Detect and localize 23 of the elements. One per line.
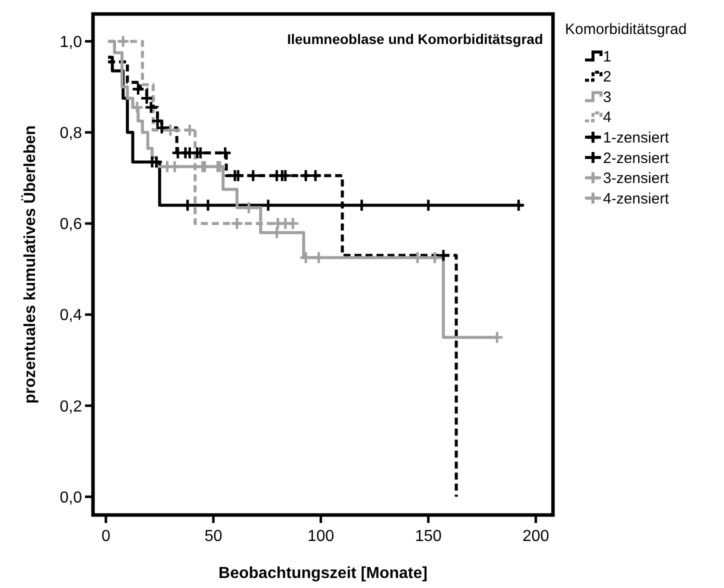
y-tick-label: 0,0 xyxy=(60,489,82,506)
x-tick-label: 100 xyxy=(308,528,334,545)
legend-label: 2 xyxy=(603,68,612,86)
legend-label: 1-zensiert xyxy=(603,129,670,146)
legend-label: 4 xyxy=(603,109,612,126)
y-tick-label: 0,8 xyxy=(60,125,82,142)
legend-label: 3 xyxy=(603,88,612,106)
y-tick-label: 0,6 xyxy=(60,216,82,234)
legend-label: 1 xyxy=(603,48,612,66)
y-tick-label: 1,0 xyxy=(60,34,82,51)
y-tick-label: 0,2 xyxy=(60,398,82,416)
legend-label: 3-zensiert xyxy=(603,170,670,188)
y-axis-title: prozentuales kumulatives Überleben xyxy=(21,125,39,404)
y-tick-label: 0,4 xyxy=(60,307,82,324)
legend-label: 2-zensiert xyxy=(603,150,670,167)
x-tick-label: 0 xyxy=(101,528,110,545)
x-tick-label: 150 xyxy=(414,528,442,545)
legend-label: 4-zensiert xyxy=(603,190,670,208)
x-axis-title: Beobachtungszeit [Monate] xyxy=(218,565,428,582)
text: Ileumneoblase und Komorbiditätsgrad xyxy=(287,31,543,47)
x-tick-label: 200 xyxy=(522,528,550,545)
x-tick-label: 50 xyxy=(204,528,222,545)
legend-title: Komorbiditätsgrad xyxy=(565,21,687,38)
